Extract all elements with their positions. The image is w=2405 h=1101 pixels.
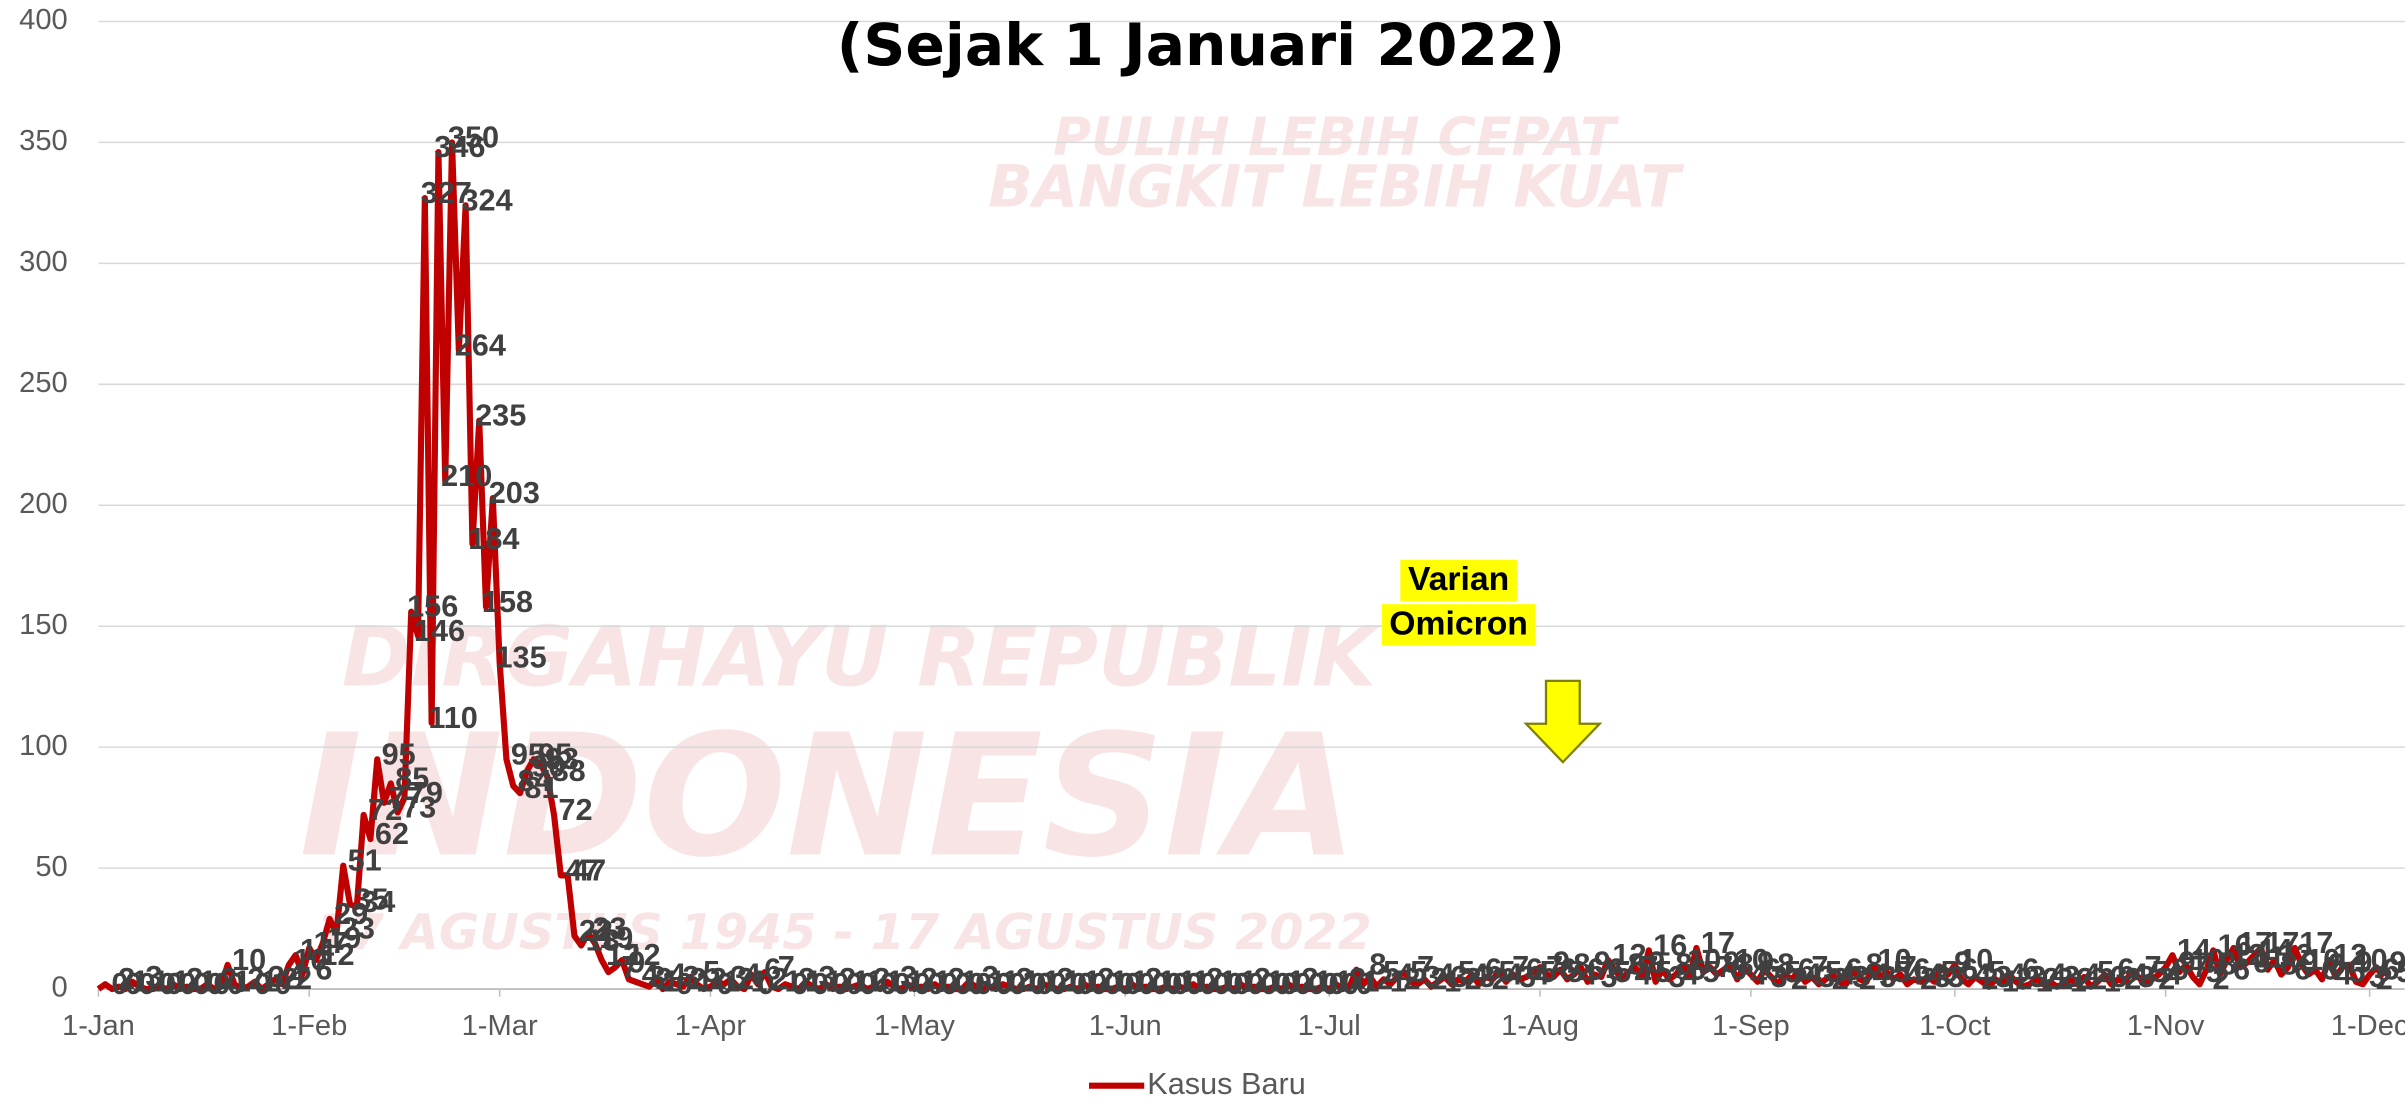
data-label: 88 — [552, 754, 586, 788]
data-label: 47 — [572, 853, 606, 887]
y-tick-label: 250 — [19, 367, 68, 399]
data-label: 72 — [558, 793, 592, 827]
x-tick-label: 1-Nov — [2127, 1010, 2205, 1042]
data-label: 235 — [475, 399, 526, 433]
annotation: Varian Omicron — [1382, 560, 1600, 762]
x-tick-label: 1-Jul — [1298, 1010, 1361, 1042]
x-tick-label: 1-Jan — [62, 1010, 135, 1042]
data-label: 350 — [448, 120, 499, 154]
page: {"chart_data": { "type": "line", "title"… — [0, 0, 2405, 1101]
chart: PULIH LEBIH CEPAT BANGKIT LEBIH KUAT DIR… — [0, 0, 2405, 1101]
y-tick-label: 200 — [19, 488, 68, 520]
chart-title: (Sejak 1 Januari 2022) — [837, 11, 1565, 79]
annotation-text: Varian — [1408, 560, 1509, 598]
x-tick-label: 1-Jun — [1089, 1010, 1162, 1042]
x-tick-label: 1-Oct — [1919, 1010, 1990, 1042]
watermark-text: 17 AGUSTUS 1945 - 17 AGUSTUS 2022 — [316, 903, 1372, 961]
data-label: 324 — [462, 183, 513, 217]
x-tick-label: 1-Apr — [675, 1010, 747, 1042]
legend-label: Kasus Baru — [1147, 1067, 1305, 1101]
x-tick-label: 1-Sep — [1712, 1010, 1790, 1042]
data-label: 110 — [428, 701, 477, 735]
x-tick-label: 1-Aug — [1501, 1010, 1579, 1042]
y-tick-label: 400 — [19, 4, 68, 36]
watermark-text: BANGKIT LEBIH KUAT — [988, 152, 1684, 220]
y-tick-label: 150 — [19, 609, 68, 641]
data-label: 158 — [482, 585, 533, 619]
x-tick-label: 1-Mar — [462, 1010, 538, 1042]
data-label: 146 — [414, 614, 465, 648]
y-tick-label: 350 — [19, 125, 68, 157]
x-tick-label: 1-Dec — [2331, 1010, 2405, 1042]
data-label: 79 — [409, 776, 443, 810]
legend: Kasus Baru — [1089, 1067, 1306, 1101]
y-tick-label: 0 — [52, 972, 68, 1004]
data-label: 264 — [455, 328, 506, 362]
data-label: 135 — [496, 641, 547, 675]
annotation-arrow — [1526, 681, 1600, 762]
data-label: 184 — [468, 522, 519, 556]
data-label: 203 — [489, 476, 540, 510]
data-label: 34 — [361, 885, 395, 919]
y-tick-label: 50 — [35, 851, 67, 883]
y-tick-label: 100 — [19, 730, 68, 762]
x-tick-label: 1-May — [874, 1010, 955, 1042]
data-label: 5 — [2396, 955, 2405, 989]
data-label: 210 — [441, 459, 492, 493]
annotation-text: Omicron — [1389, 605, 1528, 643]
x-tick-label: 1-Feb — [271, 1010, 347, 1042]
y-tick-label: 300 — [19, 246, 68, 278]
